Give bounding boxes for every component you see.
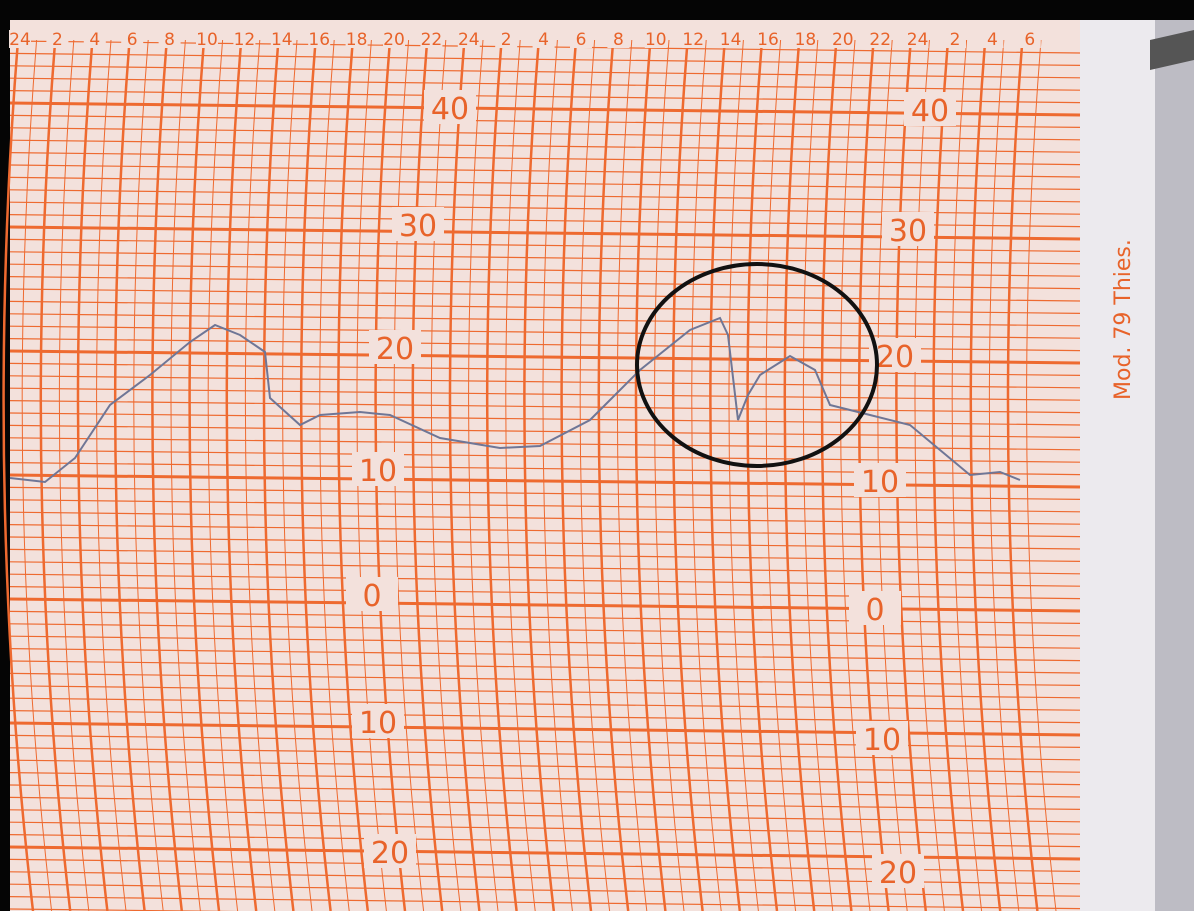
- hour-label: 8: [164, 30, 175, 50]
- hour-label: 20: [832, 30, 854, 50]
- scale-label: 0: [362, 579, 381, 614]
- hour-label: 16: [757, 30, 779, 50]
- hour-label: 2: [501, 30, 512, 50]
- hour-label: 12: [682, 30, 704, 50]
- hour-label: 24: [9, 30, 31, 50]
- scale-label: 30: [889, 214, 927, 249]
- hour-label: 6: [127, 30, 138, 50]
- scale-label: 10: [359, 706, 397, 741]
- hour-label: 24: [458, 30, 480, 50]
- hour-label: 22: [869, 30, 891, 50]
- hour-label: 18: [346, 30, 368, 50]
- scale-label: 0: [865, 593, 884, 628]
- hour-label: 2: [52, 30, 63, 50]
- scale-label: 10: [863, 723, 901, 758]
- page: 2424681012141618202224246810121416182022…: [0, 0, 1194, 911]
- scale-label: 20: [371, 836, 409, 871]
- hour-label: 22: [421, 30, 443, 50]
- scale-label: 40: [431, 92, 469, 127]
- hour-label: 4: [987, 30, 998, 50]
- hour-label: 10: [645, 30, 667, 50]
- hour-label: 14: [720, 30, 742, 50]
- scale-label: 20: [376, 332, 414, 367]
- hour-label: 4: [538, 30, 549, 50]
- hour-label: 10: [196, 30, 218, 50]
- hour-label: 6: [1024, 30, 1035, 50]
- hour-label: 16: [308, 30, 330, 50]
- desk: [1155, 20, 1194, 911]
- hour-label: 14: [271, 30, 293, 50]
- hour-label: 18: [795, 30, 817, 50]
- hour-label: 20: [383, 30, 405, 50]
- scale-label: 20: [879, 856, 917, 891]
- chart-paper: [10, 20, 1080, 911]
- scale-label: 40: [911, 94, 949, 129]
- scale-label: 10: [359, 454, 397, 489]
- scale-label: 20: [876, 340, 914, 375]
- model-label: Mod. 79 Thies.: [1111, 239, 1136, 400]
- scale-label: 10: [861, 465, 899, 500]
- hour-label: 24: [907, 30, 929, 50]
- hour-label: 4: [89, 30, 100, 50]
- hour-label: 2: [950, 30, 961, 50]
- photo: 2424681012141618202224246810121416182022…: [0, 0, 1194, 911]
- hour-label: 12: [234, 30, 256, 50]
- scale-label: 30: [399, 209, 437, 244]
- paper-margin: [1080, 20, 1155, 911]
- hour-label: 6: [576, 30, 587, 50]
- hour-label: 8: [613, 30, 624, 50]
